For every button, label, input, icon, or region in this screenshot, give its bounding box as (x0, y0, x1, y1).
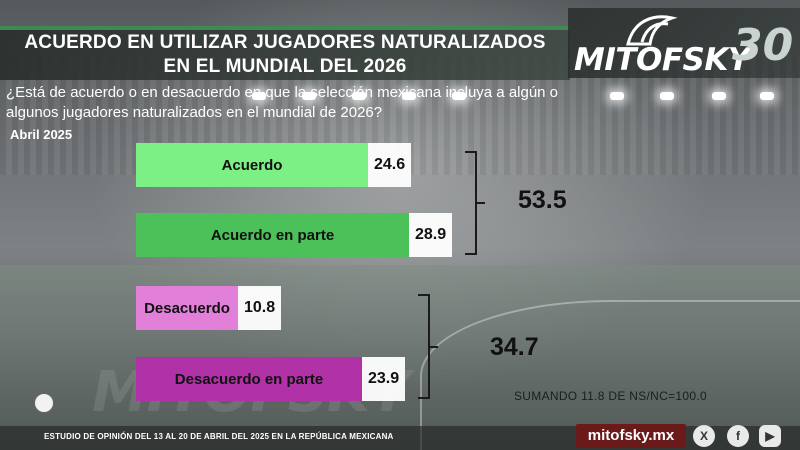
x-icon[interactable]: X (693, 425, 715, 447)
bar-value-label: 10.8 (238, 286, 282, 330)
stadium-light (610, 92, 624, 100)
ns-nc-note: SUMANDO 11.8 DE NS/NC=100.0 (514, 389, 707, 403)
title-stripe (0, 26, 570, 30)
bar-acuerdo: Acuerdo (136, 143, 368, 187)
group-bracket (418, 294, 438, 399)
title-line-1: ACUERDO EN UTILIZAR JUGADORES NATURALIZA… (24, 32, 546, 53)
bar-desacuerdo: Desacuerdo (136, 286, 238, 330)
group-total-label: 53.5 (518, 186, 567, 214)
stadium-light (252, 92, 266, 100)
stadium-light (452, 92, 466, 100)
pitch-line (420, 300, 800, 450)
bar-desacuerdo-en-parte: Desacuerdo en parte (136, 357, 362, 401)
bar-value-label: 24.6 (368, 143, 412, 187)
logo-thirty: 30 (732, 20, 794, 71)
bird-icon (626, 15, 678, 46)
mitofsky-logo: MITOFSKY 30 (568, 8, 800, 78)
study-footnote: ESTUDIO DE OPINIÓN DEL 13 AL 20 DE ABRIL… (44, 432, 394, 441)
group-total-label: 34.7 (490, 333, 539, 361)
stadium-light (760, 92, 774, 100)
date-label: Abril 2025 (10, 127, 73, 142)
stadium-light (302, 92, 316, 100)
title-line-2: EN EL MUNDIAL DEL 2026 (163, 56, 407, 77)
survey-question: ¿Está de acuerdo o en desacuerdo en que … (6, 84, 559, 121)
soccer-ball-icon (34, 393, 54, 413)
stadium-light (712, 92, 726, 100)
logo-text: MITOFSKY (574, 42, 750, 78)
bar-value-label: 28.9 (409, 213, 453, 257)
website-link[interactable]: mitofsky.mx (576, 424, 686, 448)
youtube-icon[interactable]: ▶ (759, 425, 781, 447)
bar-acuerdo-en-parte: Acuerdo en parte (136, 213, 409, 257)
group-bracket (465, 151, 485, 255)
stadium-light (402, 92, 416, 100)
stadium-light (660, 92, 674, 100)
facebook-icon[interactable]: f (727, 425, 749, 447)
stadium-light (352, 92, 366, 100)
bar-value-label: 23.9 (362, 357, 406, 401)
title-box: ACUERDO EN UTILIZAR JUGADORES NATURALIZA… (0, 26, 570, 80)
